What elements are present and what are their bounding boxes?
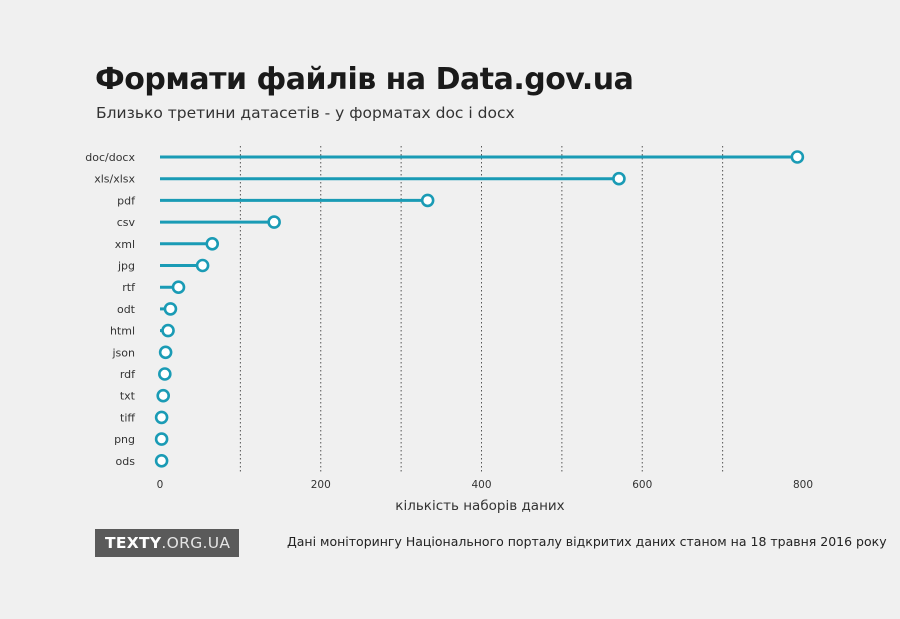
texty-logo[interactable]: TEXTY.ORG.UA [95,529,240,557]
lollipop-dot [267,215,281,229]
chart-title: Формати файлів на Data.gov.ua [95,62,634,97]
x-axis-label: кількість наборів даних [395,498,564,514]
x-tick-label: 400 [471,479,491,491]
category-label: tiff [120,411,135,424]
x-tick-label: 200 [311,479,331,491]
lollipop-dot [205,237,220,251]
lollipop-dot [158,345,173,360]
chart-subtitle: Близько третини датасетів - у форматах d… [96,104,515,122]
lollipop-dot [154,453,169,468]
category-label: ods [116,455,136,468]
lollipop-dot [171,280,186,295]
logo-bold-text: TEXTY [105,534,162,552]
category-label: xml [115,238,135,251]
category-label: png [114,433,135,446]
x-tick-label: 800 [793,479,813,491]
category-label: odt [117,303,136,316]
logo-light-text: .ORG.UA [161,534,231,552]
category-label: rtf [122,281,136,294]
x-tick-label: 600 [632,479,652,491]
lollipop-dot [420,193,435,208]
category-label: jpg [117,260,135,273]
category-label: xls/xlsx [94,173,135,186]
category-label: json [112,346,136,359]
lollipop-dot [195,258,210,273]
lollipop-dot [156,388,171,403]
category-label: txt [120,390,136,403]
lollipop-dot [790,150,805,164]
lollipop-dot [161,323,175,338]
lollipop-dot [158,367,172,381]
lollipop-dot [612,171,626,186]
x-tick-label: 0 [157,479,164,491]
lollipop-dot [163,302,178,316]
lollipop-dot [154,432,169,446]
category-label: rdf [120,368,136,381]
category-label: html [110,325,135,338]
category-label: pdf [117,194,136,207]
category-label: csv [117,216,136,229]
category-label: doc/docx [85,151,135,164]
source-note: Дані моніторингу Національного порталу в… [287,534,887,549]
lollipop-dot [154,410,169,425]
